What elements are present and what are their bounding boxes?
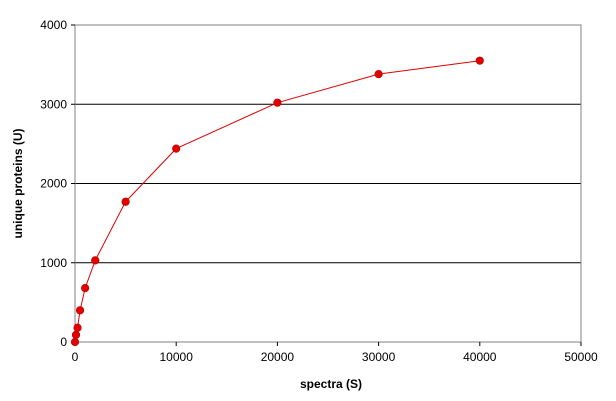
data-point xyxy=(475,56,484,65)
data-point xyxy=(70,337,80,347)
x-tick-label: 30000 xyxy=(362,350,396,364)
y-tick-label: 3000 xyxy=(40,97,67,111)
gridlines xyxy=(75,103,581,264)
y-axis-title: unique proteins (U) xyxy=(11,129,25,239)
x-axis-title: spectra (S) xyxy=(300,377,362,391)
x-tick-label: 10000 xyxy=(160,350,194,364)
data-point xyxy=(374,70,383,79)
y-axis: 0 1000 2000 3000 4000 xyxy=(40,18,75,349)
data-point xyxy=(273,98,282,107)
y-tick-label: 4000 xyxy=(40,18,67,32)
y-tick-label: 2000 xyxy=(40,177,67,191)
data-point xyxy=(73,323,82,332)
y-tick-label: 0 xyxy=(60,335,67,349)
data-point xyxy=(121,197,130,206)
data-point xyxy=(75,306,85,315)
y-tick-label: 1000 xyxy=(40,256,67,270)
x-tick-label: 0 xyxy=(72,350,79,364)
data-point xyxy=(172,144,181,153)
data-point xyxy=(81,284,90,293)
series xyxy=(70,56,484,347)
x-tick-label: 40000 xyxy=(463,350,497,364)
x-tick-label: 50000 xyxy=(564,350,598,364)
x-axis: 0 10000 20000 30000 40000 50000 xyxy=(72,342,598,364)
data-point xyxy=(91,256,100,265)
data-point xyxy=(71,330,81,339)
x-tick-label: 20000 xyxy=(261,350,295,364)
